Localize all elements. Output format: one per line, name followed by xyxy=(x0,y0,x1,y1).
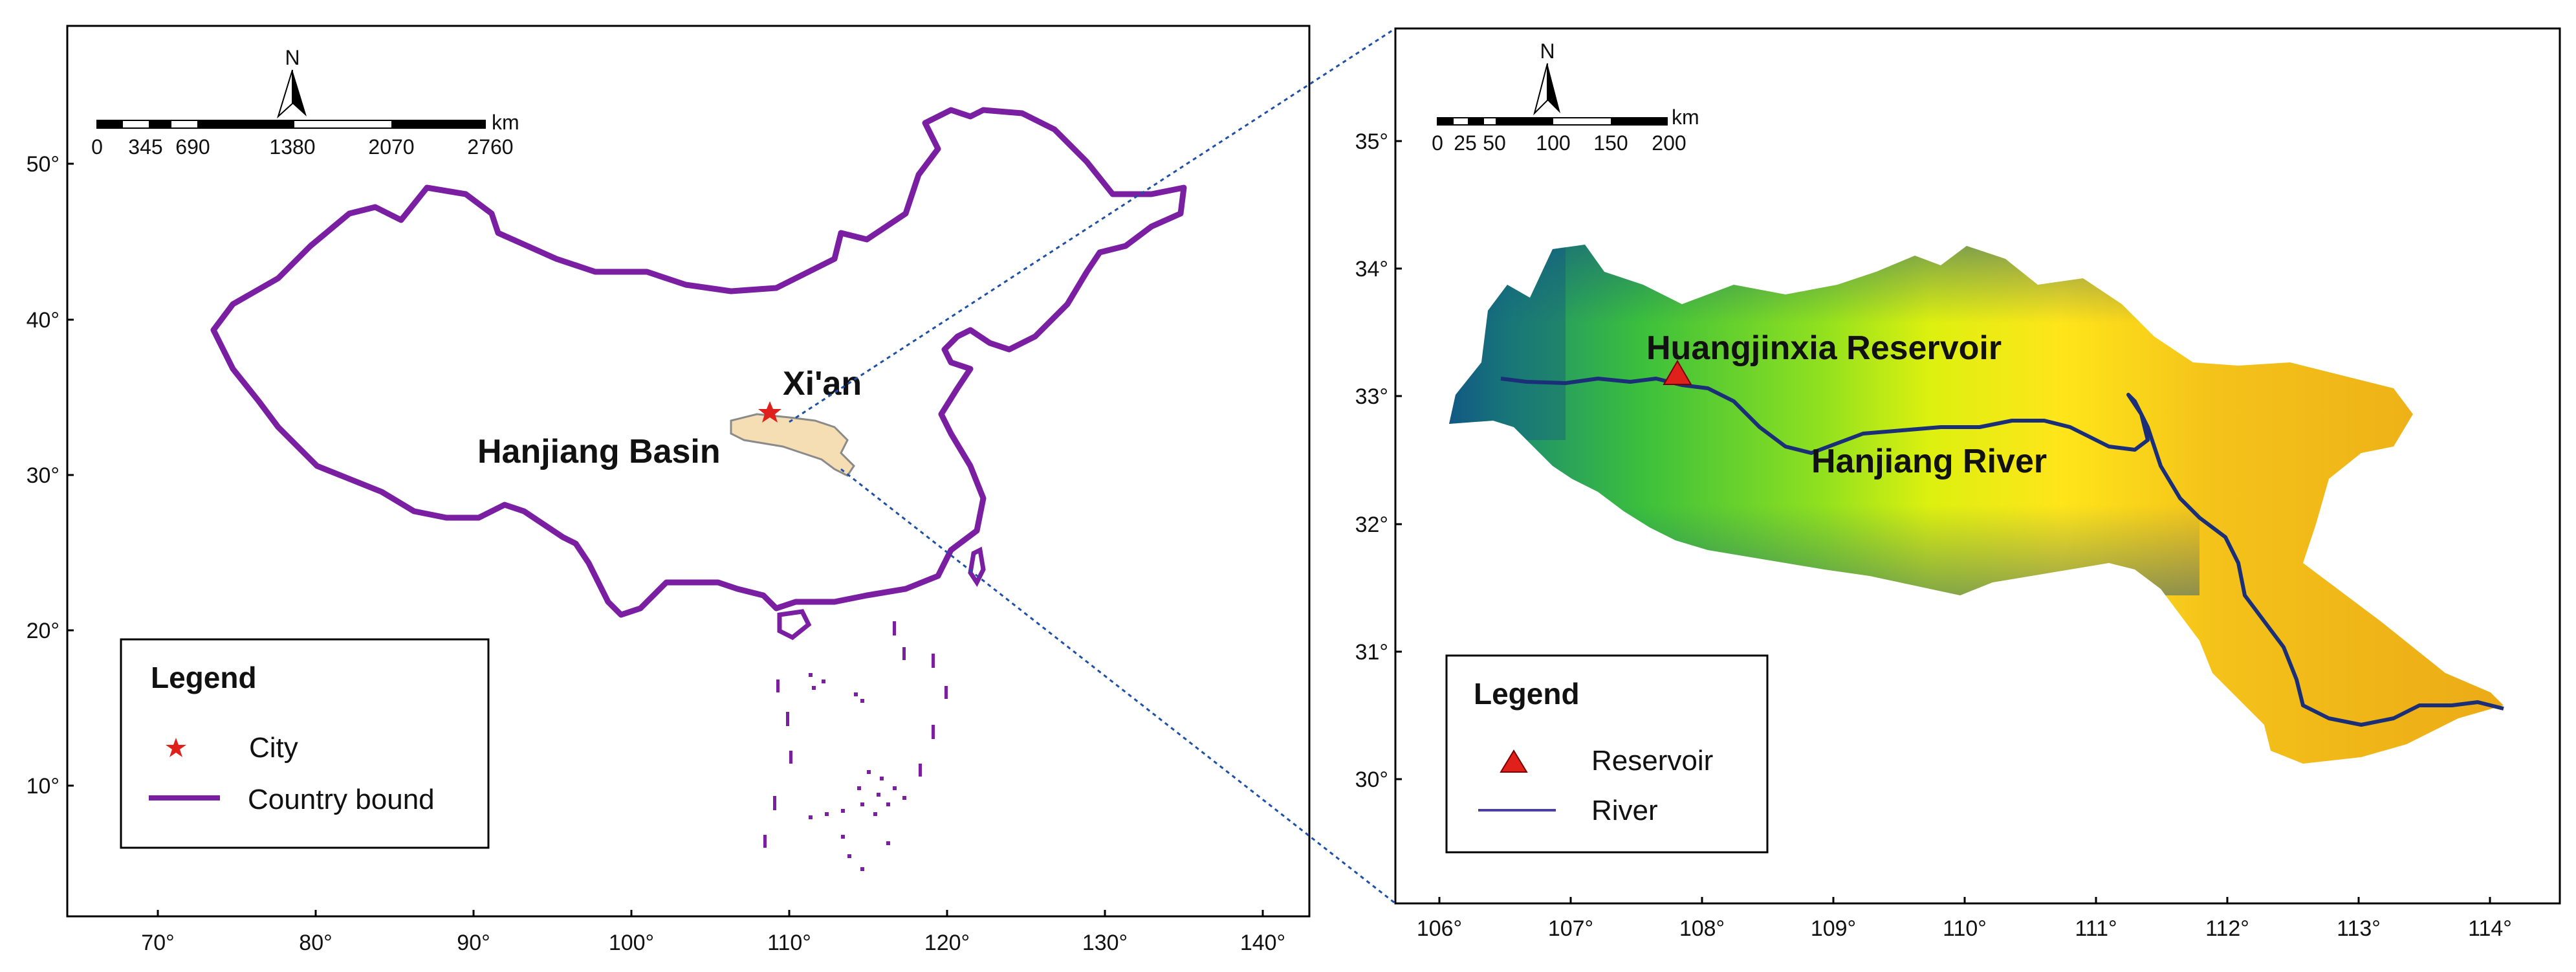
right-y-tick-0: 35° xyxy=(1355,129,1388,154)
zoom-connector-lines xyxy=(789,27,1396,905)
left-x-tick-0: 70° xyxy=(141,931,174,955)
left-x-axis xyxy=(157,910,1264,916)
left-scale-label-2: 690 xyxy=(175,135,210,159)
left-scale-label-0: 0 xyxy=(91,135,103,159)
right-legend-item-reservoir: Reservoir xyxy=(1591,745,1713,777)
left-y-tick-1: 40° xyxy=(27,308,60,333)
left-north-arrow-icon: N xyxy=(276,46,307,119)
left-x-tick-6: 130° xyxy=(1082,931,1128,955)
river-label: Hanjiang River xyxy=(1811,443,2047,480)
right-x-tick-8: 114° xyxy=(2468,916,2512,941)
right-x-tick-6: 112° xyxy=(2205,916,2249,941)
right-scale-label-4: 150 xyxy=(1593,131,1628,155)
left-scale-unit: km xyxy=(492,111,519,134)
left-x-tick-1: 80° xyxy=(299,931,332,955)
right-map: Huangjinxia Reservoir Hanjiang River 0 2… xyxy=(1355,27,2561,941)
left-y-tick-4: 10° xyxy=(27,774,60,799)
left-map: Xi'an Hanjiang Basin 0 345 690 1380 2070… xyxy=(27,25,1311,955)
city-star xyxy=(758,401,781,423)
left-x-tick-2: 90° xyxy=(457,931,490,955)
left-x-tick-3: 100° xyxy=(609,931,654,955)
right-x-tick-1: 107° xyxy=(1548,916,1593,941)
right-x-tick-3: 109° xyxy=(1811,916,1856,941)
left-scale-label-1: 345 xyxy=(128,135,162,159)
right-x-tick-5: 111° xyxy=(2075,916,2117,941)
left-y-tick-3: 20° xyxy=(27,619,60,643)
right-y-tick-5: 30° xyxy=(1355,768,1388,792)
reservoir-triangle-marker xyxy=(1663,360,1692,385)
hanjiang-basin-area xyxy=(730,413,855,477)
hainan-island xyxy=(777,609,812,641)
city-label-xian: Xi'an xyxy=(783,365,862,403)
hanjiang-river xyxy=(1500,377,2504,727)
right-scale-bar: 0 25 50 100 150 200 km xyxy=(1432,105,1699,155)
left-y-axis xyxy=(67,162,74,787)
legend-triangle-icon xyxy=(1500,749,1528,773)
right-scale-label-0: 0 xyxy=(1432,131,1443,155)
basin-label: Hanjiang Basin xyxy=(477,433,721,470)
right-x-tick-2: 108° xyxy=(1679,916,1725,941)
right-scale-label-3: 100 xyxy=(1536,131,1570,155)
right-x-tick-4: 110° xyxy=(1943,916,1987,941)
right-y-tick-2: 33° xyxy=(1355,384,1388,409)
taiwan-island xyxy=(968,546,986,587)
left-north-label: N xyxy=(285,46,300,69)
right-y-tick-3: 32° xyxy=(1355,513,1388,537)
right-north-arrow-icon: N xyxy=(1533,39,1560,116)
right-x-axis xyxy=(1438,897,2491,903)
right-legend: Legend Reservoir River xyxy=(1445,654,1769,854)
left-x-tick-7: 140° xyxy=(1240,931,1285,955)
south-sea-islands xyxy=(763,621,948,871)
legend-star-icon xyxy=(166,738,186,757)
country-boundary xyxy=(210,107,1187,618)
right-y-tick-4: 31° xyxy=(1355,640,1388,665)
right-x-tick-7: 113° xyxy=(2337,916,2381,941)
left-scale-label-3: 1380 xyxy=(269,135,315,159)
left-x-tick-4: 110° xyxy=(767,931,811,955)
right-scale-unit: km xyxy=(1672,105,1699,129)
right-y-tick-1: 34° xyxy=(1355,257,1388,282)
right-scale-label-5: 200 xyxy=(1652,131,1686,155)
reservoir-label: Huangjinxia Reservoir xyxy=(1646,329,2002,367)
right-y-axis xyxy=(1395,140,1402,780)
right-scale-label-2: 50 xyxy=(1483,131,1506,155)
right-x-tick-0: 106° xyxy=(1417,916,1462,941)
right-north-label: N xyxy=(1540,39,1555,63)
left-y-tick-0: 50° xyxy=(27,152,60,177)
right-legend-item-river: River xyxy=(1591,795,1658,826)
right-scale-label-1: 25 xyxy=(1454,131,1477,155)
left-x-tick-5: 120° xyxy=(924,931,970,955)
right-legend-title: Legend xyxy=(1474,677,1580,711)
left-legend: Legend City Country bound xyxy=(120,638,490,849)
left-legend-item-country: Country bound xyxy=(248,784,435,815)
left-legend-item-city: City xyxy=(249,732,298,764)
left-y-tick-2: 30° xyxy=(27,463,60,488)
left-scale-label-5: 2760 xyxy=(467,135,513,159)
left-scale-bar: 0 345 690 1380 2070 2760 km xyxy=(91,111,519,159)
left-scale-label-4: 2070 xyxy=(368,135,414,159)
left-legend-title: Legend xyxy=(151,661,257,694)
